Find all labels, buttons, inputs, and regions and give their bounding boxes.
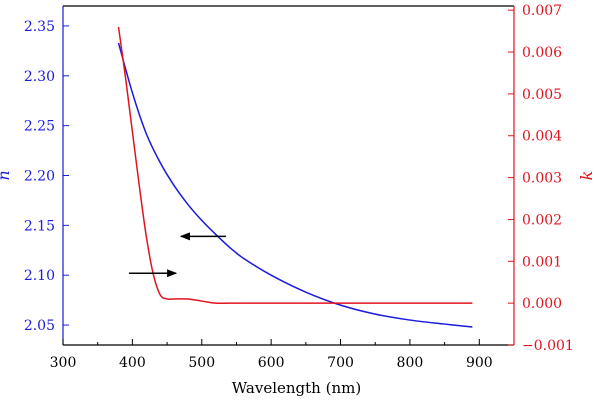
x-tick-label: 900 <box>466 355 493 371</box>
left-y-tick-label: 2.25 <box>24 119 55 135</box>
left-y-tick-label: 2.30 <box>24 69 55 85</box>
left-y-tick-label: 2.10 <box>24 268 55 284</box>
right-y-tick-label: 0.000 <box>522 296 562 312</box>
n-series-line <box>117 42 473 328</box>
right-y-tick-label: 0.001 <box>522 254 562 270</box>
right-y-tick-label: 0.003 <box>522 171 562 187</box>
left-y-axis-title: n <box>0 170 13 180</box>
left-y-tick-label: 2.35 <box>24 19 55 35</box>
right-y-tick-label: −0.001 <box>522 338 574 354</box>
left-y-tick-label: 2.20 <box>24 169 55 185</box>
right-y-axis-title: k <box>577 171 596 181</box>
left-y-tick-label: 2.05 <box>24 318 55 334</box>
x-tick-label: 600 <box>258 355 285 371</box>
right-y-tick-label: 0.007 <box>522 3 562 19</box>
right-y-tick-label: 0.002 <box>522 212 562 228</box>
x-tick-label: 300 <box>50 355 77 371</box>
x-tick-label: 500 <box>188 355 215 371</box>
right-y-tick-label: 0.006 <box>522 45 562 61</box>
k-series-line <box>117 26 473 305</box>
right-y-tick-label: 0.004 <box>522 129 562 145</box>
right-y-tick-label: 0.005 <box>522 87 562 103</box>
x-axis-title: Wavelength (nm) <box>232 379 361 397</box>
x-tick-label: 400 <box>119 355 146 371</box>
left-y-tick-label: 2.15 <box>24 218 55 234</box>
x-tick-label: 800 <box>397 355 424 371</box>
x-tick-label: 700 <box>327 355 354 371</box>
